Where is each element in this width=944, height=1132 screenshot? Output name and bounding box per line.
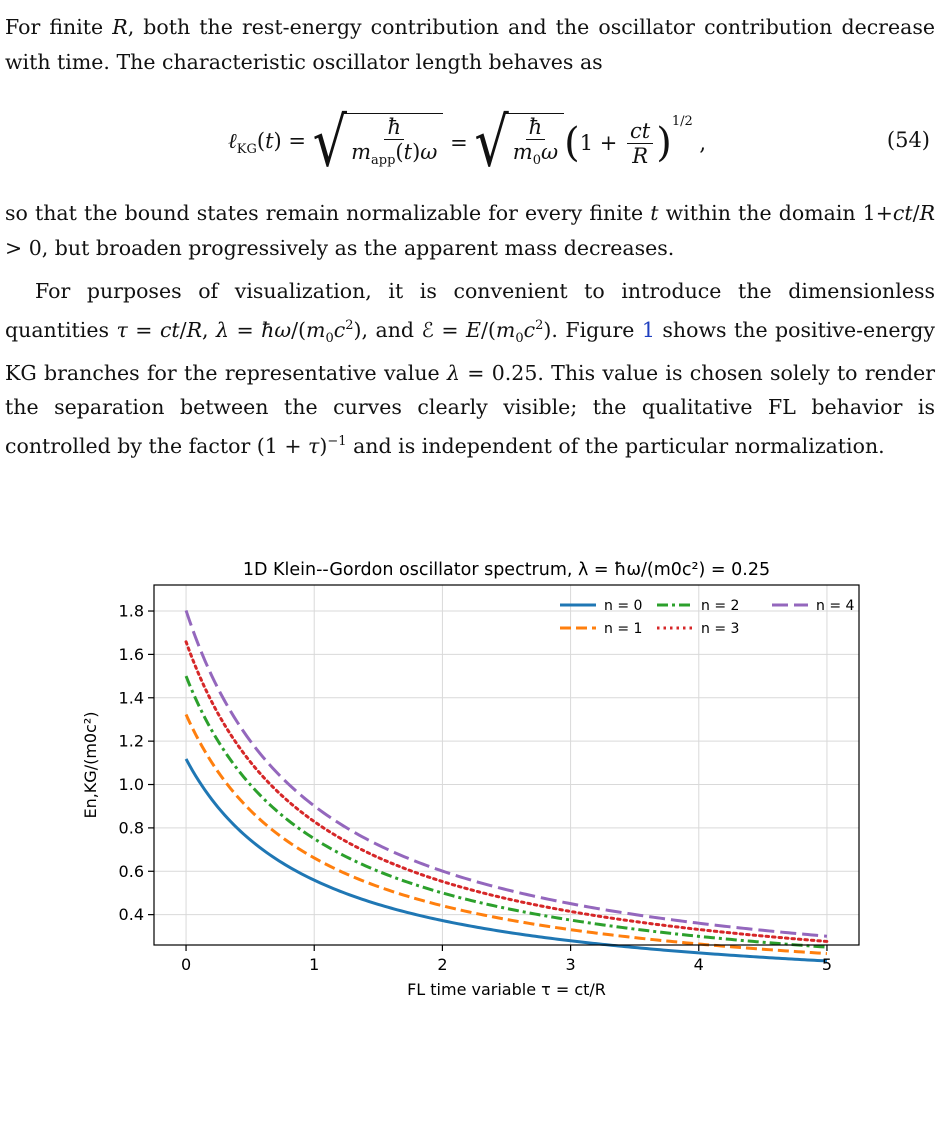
series-line-n0 [184,758,828,963]
y-tick-label: 0.4 [119,905,144,924]
legend-label-n1: n = 1 [604,621,642,637]
equation-number: (54) [886,128,930,152]
paragraph-intro: For finite R, both the rest-energy contr… [5,15,935,74]
y-tick-label: 1.0 [119,775,144,794]
x-tick-label: 4 [694,955,704,974]
y-tick-label: 1.8 [119,602,144,621]
series-line-n3 [184,640,829,943]
x-tick-label: 3 [565,955,575,974]
kg-spectrum-chart: 0 1 2 3 4 5 0.4 0.6 0.8 1.0 1.2 1.4 1.6 1.8 1D Klein--… [81,560,860,999]
y-axis-label: En,KG/(m0c²) [81,711,100,818]
legend-label-n2: n = 2 [701,598,739,614]
series-line-n1 [184,713,828,956]
chart-title: 1D Klein--Gordon oscillator spectrum, λ … [243,560,770,580]
legend-label-n3: n = 3 [701,621,739,637]
series-line-n2 [184,675,828,949]
y-tick-label: 0.6 [119,862,144,881]
paragraph-normalizable: so that the bound states remain normaliz… [5,201,935,260]
series-line-n4 [184,609,828,938]
y-tick-label: 1.4 [119,688,144,707]
y-tick-label: 1.6 [119,645,144,664]
legend-label-n4: n = 4 [816,598,855,614]
y-tick-label: 1.2 [119,732,144,751]
x-axis-label: FL time variable τ = ct/R [407,980,606,999]
x-tick-label: 2 [437,955,447,974]
legend-label-n0: n = 0 [604,598,642,614]
x-tick-label: 5 [822,955,832,974]
paragraph-visualization: For purposes of visualization, it is con… [5,279,936,458]
x-tick-label: 1 [309,955,319,974]
equation-54: ℓKG(t) = √ ħ mapp(t)ω = √ ħ m0ω (1 + ct R) 1/2… [228,103,930,182]
x-tick-label: 0 [181,955,191,974]
y-tick-label: 0.8 [119,818,144,837]
figure-link[interactable]: 1 [641,317,655,342]
plot-frame [153,584,860,946]
